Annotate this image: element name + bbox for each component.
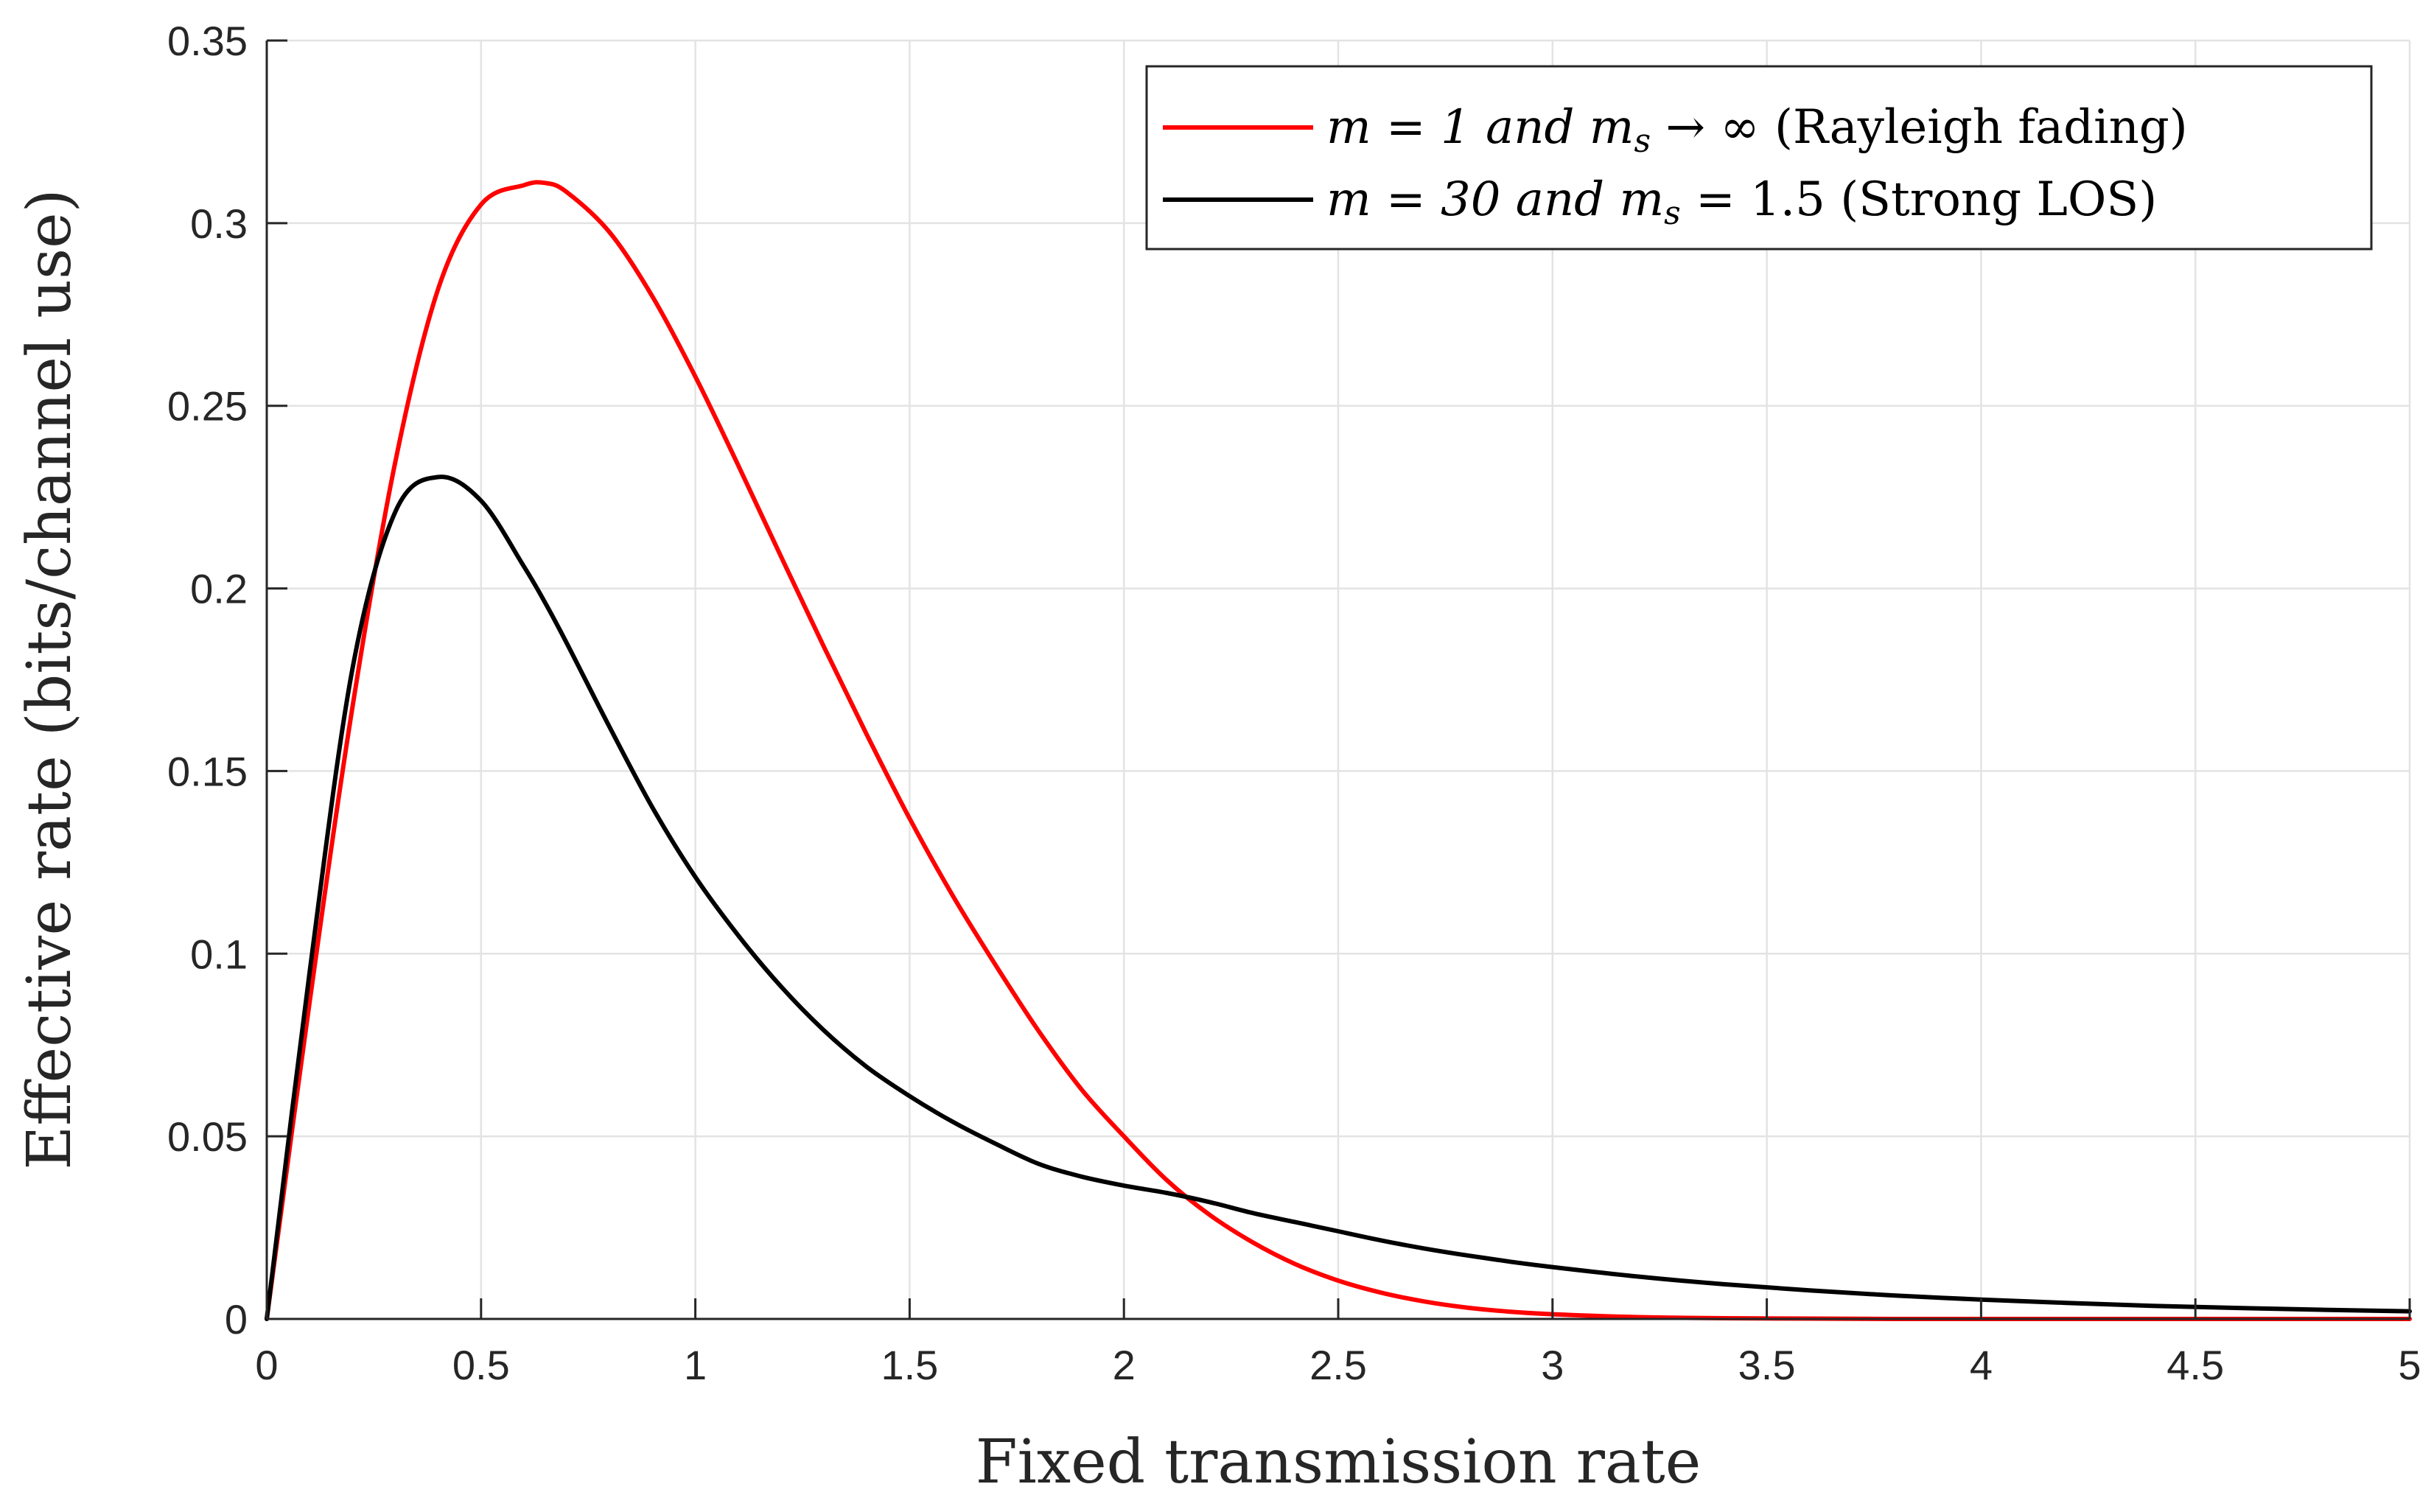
y-tick-label: 0.2 [190,566,248,612]
legend-los-rest: = 1.5 (Strong LOS) [1681,172,2157,227]
y-tick-label: 0.35 [167,18,248,64]
x-tick-label: 2 [1113,1342,1136,1388]
series-line-strong-los [265,475,2412,1321]
y-tick-label: 0.05 [167,1113,248,1160]
legend-box [1145,65,2373,251]
legend-label-strong-los: m = 30 and ms = 1.5 (Strong LOS) [1326,172,2157,232]
y-tick-label: 0.1 [190,931,248,977]
x-tick-labels: 0 0.5 1 1.5 2 2.5 3 3.5 4 4.5 5 [255,1342,2421,1388]
axes [265,39,2411,1320]
x-tick-label: 5 [2398,1342,2421,1388]
y-tick-label: 0.3 [190,200,248,247]
x-tick-label: 1 [684,1342,707,1388]
y-tick-labels: 0 0.05 0.1 0.15 0.2 0.25 0.3 0.35 [167,18,248,1343]
x-tick-label: 0 [255,1342,278,1388]
legend-label-rayleigh: m = 1 and ms → ∞ (Rayleigh fading) [1326,100,2188,160]
legend-rayleigh-sub: s [1634,122,1651,160]
x-tick-label: 4 [1970,1342,1993,1388]
legend-rayleigh-rest: → ∞ (Rayleigh fading) [1651,100,2188,155]
y-tick-label: 0.15 [167,748,248,794]
x-axis-title: Fixed transmission rate [976,1427,1702,1497]
y-tick-label: 0 [225,1296,248,1343]
y-axis-title: Effective rate (bits/channel use) [15,189,85,1169]
legend-rayleigh-main: m = 1 and m [1326,100,1634,155]
legend-los-main: m = 30 and m [1326,172,1664,227]
x-tick-label: 0.5 [452,1342,510,1388]
legend-los-sub: s [1664,195,1681,232]
x-tick-label: 3 [1541,1342,1564,1388]
x-tick-label: 1.5 [881,1342,938,1388]
x-tick-label: 4.5 [2167,1342,2224,1388]
legend: m = 1 and ms → ∞ (Rayleigh fading) m = 3… [1145,65,2373,251]
x-tick-label: 2.5 [1309,1342,1367,1388]
y-tick-label: 0.25 [167,383,248,430]
x-tick-label: 3.5 [1738,1342,1796,1388]
